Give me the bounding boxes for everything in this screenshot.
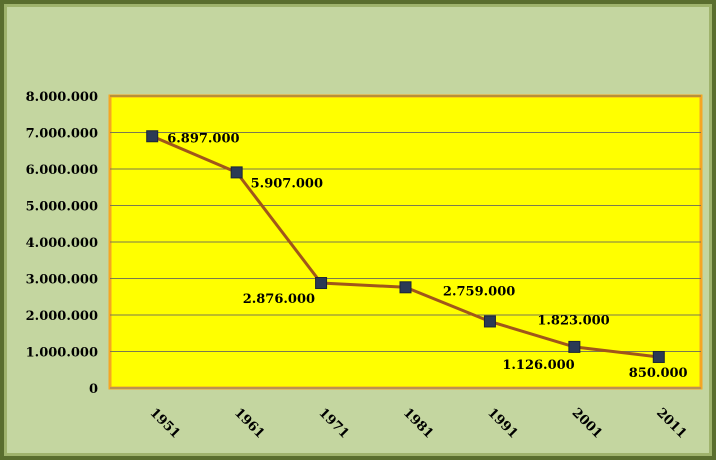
- data-point-marker: [315, 277, 328, 290]
- x-axis: 1951 1961 1971 1981 1991 2001 2011: [110, 387, 701, 442]
- line-chart: 0 1.000.000 2.000.000 3.000.000 4.000.000 5.0…: [26, 90, 703, 442]
- x-tick-label: 1951: [147, 405, 183, 441]
- y-tick-label: 0: [89, 382, 98, 397]
- data-label: 1.126.000: [502, 358, 574, 373]
- data-point-marker: [146, 130, 159, 143]
- data-point-marker: [483, 315, 496, 328]
- y-tick-label: 5.000.000: [26, 200, 98, 215]
- y-tick-label: 4.000.000: [26, 236, 98, 251]
- data-point-marker: [568, 340, 581, 353]
- data-label: 2.876.000: [243, 292, 315, 307]
- data-point-marker: [399, 281, 412, 294]
- y-tick-label: 6.000.000: [26, 163, 98, 178]
- x-tick-label: 2001: [569, 405, 605, 441]
- y-tick-label: 8.000.000: [26, 90, 98, 105]
- y-tick-label: 7.000.000: [26, 127, 98, 142]
- data-label: 850.000: [629, 366, 688, 381]
- y-axis: 0 1.000.000 2.000.000 3.000.000 4.000.000 5.0…: [26, 90, 98, 397]
- y-tick-label: 1.000.000: [26, 346, 98, 361]
- data-label: 2.759.000: [443, 284, 515, 299]
- x-tick-label: 1981: [400, 405, 436, 441]
- x-tick-label: 2011: [653, 405, 689, 441]
- data-label: 1.823.000: [537, 313, 609, 328]
- x-tick-label: 1961: [231, 405, 267, 441]
- data-labels: 6.897.000 5.907.000 2.876.000 2.759.000 1.82…: [167, 131, 687, 381]
- y-tick-label: 2.000.000: [26, 309, 98, 324]
- y-tick-label: 3.000.000: [26, 273, 98, 288]
- series-line: [146, 130, 665, 363]
- data-point-marker: [230, 166, 243, 179]
- data-label: 6.897.000: [167, 131, 239, 146]
- data-point-marker: [652, 350, 665, 363]
- x-tick-label: 1991: [484, 405, 520, 441]
- data-label: 5.907.000: [251, 176, 323, 191]
- x-tick-label: 1971: [315, 405, 351, 441]
